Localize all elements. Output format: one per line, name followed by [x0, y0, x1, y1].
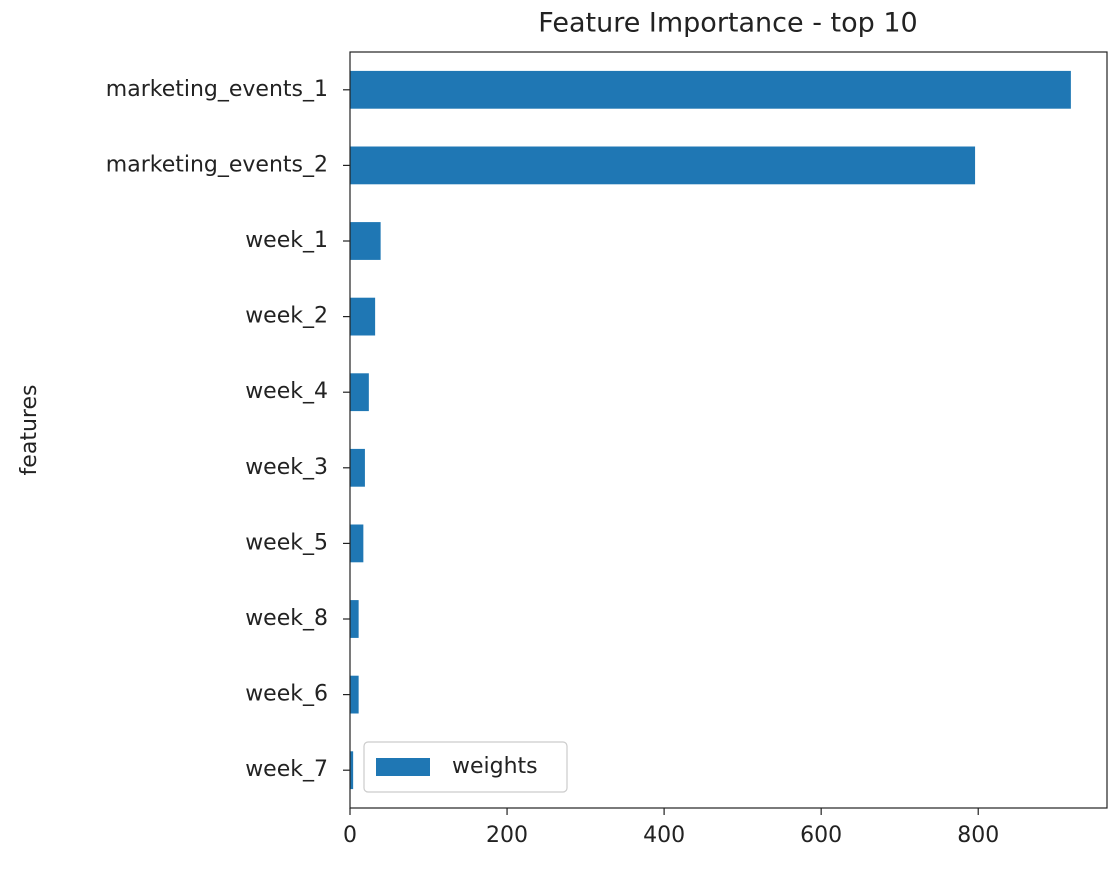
bar — [350, 675, 359, 714]
y-tick-label: week_1 — [245, 228, 328, 253]
x-tick-label: 600 — [800, 823, 842, 848]
bar — [350, 751, 354, 790]
bar — [350, 297, 376, 336]
legend-swatch — [376, 758, 430, 776]
bar — [350, 524, 364, 563]
legend-box — [363, 741, 568, 793]
bar — [350, 448, 365, 487]
y-axis-label: features — [17, 385, 42, 476]
y-tick-label: week_6 — [245, 682, 328, 707]
x-tick-label: 0 — [343, 823, 357, 848]
x-tick-label: 800 — [957, 823, 999, 848]
x-tick-label: 200 — [486, 823, 528, 848]
y-tick-label: marketing_events_2 — [106, 152, 328, 177]
y-tick-label: week_8 — [245, 606, 328, 631]
bar — [350, 222, 381, 260]
legend-label: weights — [452, 754, 538, 779]
y-tick-label: week_7 — [245, 757, 328, 782]
y-tick-label: marketing_events_1 — [106, 77, 328, 102]
bar — [350, 600, 359, 638]
y-tick-label: week_4 — [245, 379, 328, 404]
bar — [350, 373, 369, 412]
plot-frame — [349, 51, 1108, 809]
bar — [350, 70, 1071, 109]
y-tick-label: week_3 — [245, 455, 328, 480]
y-tick-label: week_5 — [245, 530, 328, 555]
x-tick-label: 400 — [643, 823, 685, 848]
bar — [350, 146, 976, 185]
chart-title: Feature Importance - top 10 — [538, 8, 917, 39]
y-tick-label: week_2 — [245, 304, 328, 329]
